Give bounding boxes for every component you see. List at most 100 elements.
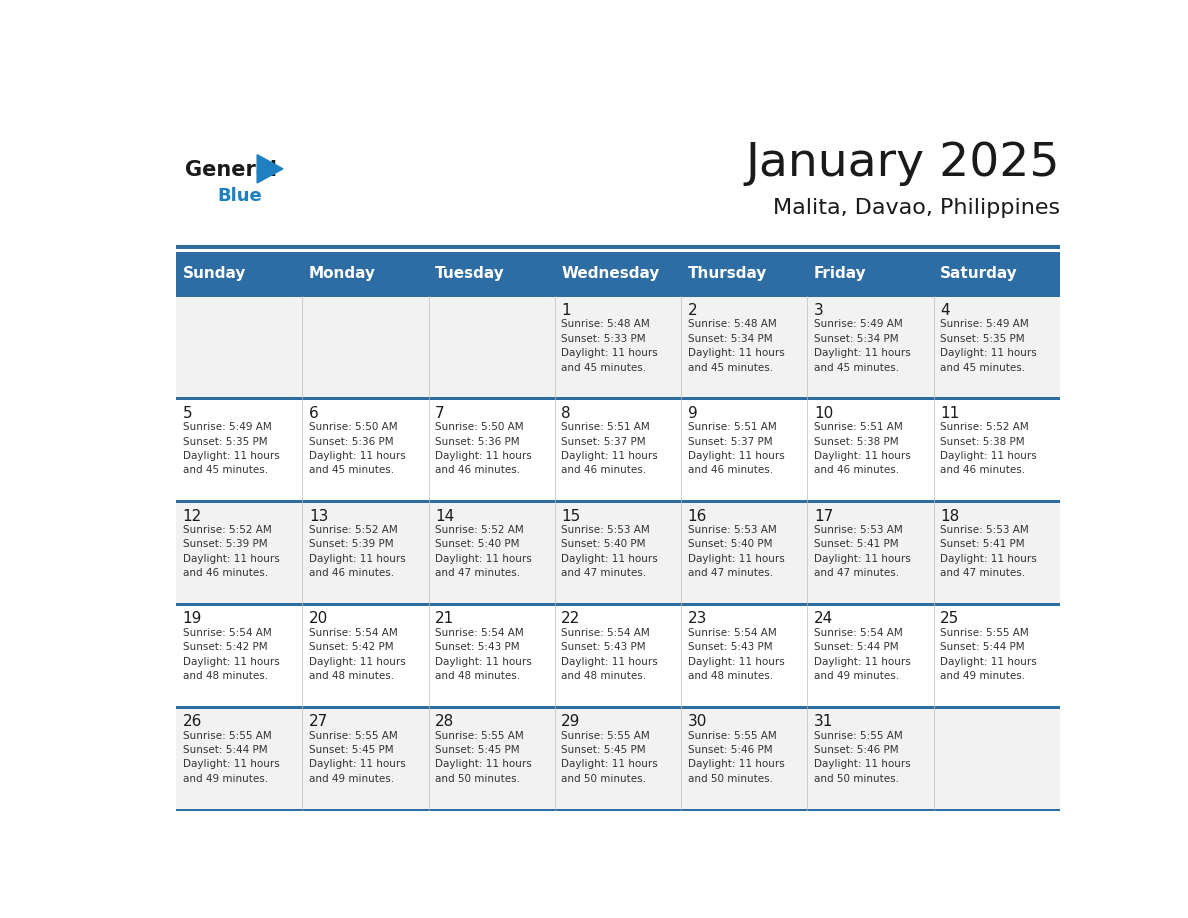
FancyBboxPatch shape — [555, 398, 681, 501]
Text: Saturday: Saturday — [940, 266, 1018, 281]
Text: 8: 8 — [562, 406, 571, 421]
Text: 14: 14 — [435, 509, 454, 523]
FancyBboxPatch shape — [303, 604, 429, 707]
Text: Sunrise: 5:55 AM
Sunset: 5:45 PM
Daylight: 11 hours
and 50 minutes.: Sunrise: 5:55 AM Sunset: 5:45 PM Dayligh… — [562, 731, 658, 784]
FancyBboxPatch shape — [176, 603, 1060, 606]
Text: Sunrise: 5:55 AM
Sunset: 5:44 PM
Daylight: 11 hours
and 49 minutes.: Sunrise: 5:55 AM Sunset: 5:44 PM Dayligh… — [183, 731, 279, 784]
Text: 6: 6 — [309, 406, 318, 421]
FancyBboxPatch shape — [303, 501, 429, 604]
Text: Sunrise: 5:54 AM
Sunset: 5:42 PM
Daylight: 11 hours
and 48 minutes.: Sunrise: 5:54 AM Sunset: 5:42 PM Dayligh… — [309, 628, 405, 681]
Text: 10: 10 — [814, 406, 833, 421]
Text: Sunrise: 5:48 AM
Sunset: 5:34 PM
Daylight: 11 hours
and 45 minutes.: Sunrise: 5:48 AM Sunset: 5:34 PM Dayligh… — [688, 319, 784, 373]
Text: 18: 18 — [940, 509, 960, 523]
Text: Sunrise: 5:55 AM
Sunset: 5:46 PM
Daylight: 11 hours
and 50 minutes.: Sunrise: 5:55 AM Sunset: 5:46 PM Dayligh… — [814, 731, 911, 784]
Text: Sunrise: 5:54 AM
Sunset: 5:43 PM
Daylight: 11 hours
and 48 minutes.: Sunrise: 5:54 AM Sunset: 5:43 PM Dayligh… — [435, 628, 532, 681]
Text: Sunrise: 5:51 AM
Sunset: 5:38 PM
Daylight: 11 hours
and 46 minutes.: Sunrise: 5:51 AM Sunset: 5:38 PM Dayligh… — [814, 422, 911, 476]
FancyBboxPatch shape — [808, 501, 934, 604]
Text: 27: 27 — [309, 714, 328, 729]
FancyBboxPatch shape — [555, 501, 681, 604]
Text: 7: 7 — [435, 406, 444, 421]
FancyBboxPatch shape — [934, 707, 1060, 810]
FancyBboxPatch shape — [681, 501, 808, 604]
FancyBboxPatch shape — [429, 297, 555, 398]
Text: Malita, Davao, Philippines: Malita, Davao, Philippines — [773, 197, 1060, 218]
FancyBboxPatch shape — [808, 398, 934, 501]
Text: Thursday: Thursday — [688, 266, 767, 281]
Text: Wednesday: Wednesday — [561, 266, 659, 281]
Text: Sunrise: 5:52 AM
Sunset: 5:40 PM
Daylight: 11 hours
and 47 minutes.: Sunrise: 5:52 AM Sunset: 5:40 PM Dayligh… — [435, 525, 532, 578]
Polygon shape — [257, 155, 283, 183]
FancyBboxPatch shape — [429, 604, 555, 707]
FancyBboxPatch shape — [303, 297, 429, 398]
FancyBboxPatch shape — [934, 604, 1060, 707]
Text: Sunrise: 5:55 AM
Sunset: 5:46 PM
Daylight: 11 hours
and 50 minutes.: Sunrise: 5:55 AM Sunset: 5:46 PM Dayligh… — [688, 731, 784, 784]
Text: Sunrise: 5:50 AM
Sunset: 5:36 PM
Daylight: 11 hours
and 45 minutes.: Sunrise: 5:50 AM Sunset: 5:36 PM Dayligh… — [309, 422, 405, 476]
Text: 5: 5 — [183, 406, 192, 421]
Text: Sunrise: 5:52 AM
Sunset: 5:39 PM
Daylight: 11 hours
and 46 minutes.: Sunrise: 5:52 AM Sunset: 5:39 PM Dayligh… — [309, 525, 405, 578]
Text: January 2025: January 2025 — [746, 140, 1060, 185]
Text: General: General — [185, 161, 277, 180]
FancyBboxPatch shape — [303, 707, 429, 810]
Text: 23: 23 — [688, 611, 707, 626]
FancyBboxPatch shape — [555, 604, 681, 707]
Text: Blue: Blue — [217, 187, 263, 206]
Text: Sunrise: 5:51 AM
Sunset: 5:37 PM
Daylight: 11 hours
and 46 minutes.: Sunrise: 5:51 AM Sunset: 5:37 PM Dayligh… — [562, 422, 658, 476]
Text: 29: 29 — [562, 714, 581, 729]
FancyBboxPatch shape — [429, 501, 555, 604]
Text: Monday: Monday — [309, 266, 375, 281]
Text: Sunrise: 5:53 AM
Sunset: 5:40 PM
Daylight: 11 hours
and 47 minutes.: Sunrise: 5:53 AM Sunset: 5:40 PM Dayligh… — [562, 525, 658, 578]
Text: 17: 17 — [814, 509, 833, 523]
Text: 30: 30 — [688, 714, 707, 729]
Text: 2: 2 — [688, 303, 697, 319]
Text: Sunrise: 5:48 AM
Sunset: 5:33 PM
Daylight: 11 hours
and 45 minutes.: Sunrise: 5:48 AM Sunset: 5:33 PM Dayligh… — [562, 319, 658, 373]
FancyBboxPatch shape — [681, 252, 808, 297]
FancyBboxPatch shape — [808, 707, 934, 810]
FancyBboxPatch shape — [176, 397, 1060, 400]
FancyBboxPatch shape — [176, 500, 1060, 503]
Text: 31: 31 — [814, 714, 833, 729]
FancyBboxPatch shape — [808, 252, 934, 297]
FancyBboxPatch shape — [429, 707, 555, 810]
Text: Sunday: Sunday — [183, 266, 246, 281]
FancyBboxPatch shape — [176, 297, 303, 398]
Text: 16: 16 — [688, 509, 707, 523]
FancyBboxPatch shape — [176, 604, 303, 707]
Text: 21: 21 — [435, 611, 454, 626]
Text: 28: 28 — [435, 714, 454, 729]
Text: Sunrise: 5:52 AM
Sunset: 5:38 PM
Daylight: 11 hours
and 46 minutes.: Sunrise: 5:52 AM Sunset: 5:38 PM Dayligh… — [940, 422, 1037, 476]
Text: 11: 11 — [940, 406, 960, 421]
FancyBboxPatch shape — [176, 245, 1060, 250]
Text: 1: 1 — [562, 303, 571, 319]
Text: Sunrise: 5:49 AM
Sunset: 5:35 PM
Daylight: 11 hours
and 45 minutes.: Sunrise: 5:49 AM Sunset: 5:35 PM Dayligh… — [940, 319, 1037, 373]
Text: 12: 12 — [183, 509, 202, 523]
FancyBboxPatch shape — [681, 297, 808, 398]
FancyBboxPatch shape — [176, 809, 1060, 812]
FancyBboxPatch shape — [681, 707, 808, 810]
Text: Friday: Friday — [814, 266, 866, 281]
Text: Sunrise: 5:53 AM
Sunset: 5:40 PM
Daylight: 11 hours
and 47 minutes.: Sunrise: 5:53 AM Sunset: 5:40 PM Dayligh… — [688, 525, 784, 578]
FancyBboxPatch shape — [303, 398, 429, 501]
Text: 20: 20 — [309, 611, 328, 626]
FancyBboxPatch shape — [808, 297, 934, 398]
FancyBboxPatch shape — [176, 252, 303, 297]
Text: 15: 15 — [562, 509, 581, 523]
FancyBboxPatch shape — [303, 252, 429, 297]
Text: Sunrise: 5:54 AM
Sunset: 5:42 PM
Daylight: 11 hours
and 48 minutes.: Sunrise: 5:54 AM Sunset: 5:42 PM Dayligh… — [183, 628, 279, 681]
Text: 24: 24 — [814, 611, 833, 626]
FancyBboxPatch shape — [176, 501, 303, 604]
Text: Sunrise: 5:50 AM
Sunset: 5:36 PM
Daylight: 11 hours
and 46 minutes.: Sunrise: 5:50 AM Sunset: 5:36 PM Dayligh… — [435, 422, 532, 476]
Text: 9: 9 — [688, 406, 697, 421]
Text: Sunrise: 5:54 AM
Sunset: 5:44 PM
Daylight: 11 hours
and 49 minutes.: Sunrise: 5:54 AM Sunset: 5:44 PM Dayligh… — [814, 628, 911, 681]
FancyBboxPatch shape — [681, 604, 808, 707]
FancyBboxPatch shape — [176, 295, 1060, 297]
FancyBboxPatch shape — [176, 707, 303, 810]
FancyBboxPatch shape — [176, 706, 1060, 709]
Text: Sunrise: 5:51 AM
Sunset: 5:37 PM
Daylight: 11 hours
and 46 minutes.: Sunrise: 5:51 AM Sunset: 5:37 PM Dayligh… — [688, 422, 784, 476]
FancyBboxPatch shape — [934, 398, 1060, 501]
FancyBboxPatch shape — [808, 604, 934, 707]
Text: 19: 19 — [183, 611, 202, 626]
Text: 13: 13 — [309, 509, 328, 523]
Text: 25: 25 — [940, 611, 960, 626]
FancyBboxPatch shape — [555, 297, 681, 398]
FancyBboxPatch shape — [934, 297, 1060, 398]
